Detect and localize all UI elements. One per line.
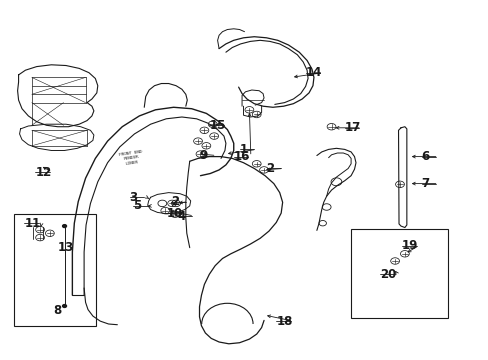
Text: 7: 7: [421, 177, 429, 190]
Text: 17: 17: [344, 121, 360, 134]
Text: 9: 9: [199, 149, 207, 162]
Text: 18: 18: [276, 315, 292, 328]
Text: 1: 1: [239, 143, 247, 156]
Circle shape: [62, 305, 66, 307]
Text: 15: 15: [209, 119, 225, 132]
Text: 10: 10: [166, 207, 182, 220]
Text: 6: 6: [421, 150, 429, 163]
Text: 2: 2: [266, 162, 274, 175]
Text: 16: 16: [233, 150, 249, 163]
Text: 20: 20: [380, 268, 396, 281]
Text: 19: 19: [401, 239, 417, 252]
Text: 8: 8: [53, 304, 61, 317]
Circle shape: [62, 225, 66, 228]
Text: 5: 5: [133, 199, 141, 212]
Text: FRONT END
FENDER
LINER: FRONT END FENDER LINER: [118, 150, 143, 167]
Text: 12: 12: [35, 166, 51, 179]
Text: 13: 13: [58, 241, 74, 254]
Text: 4: 4: [177, 210, 185, 222]
Bar: [14, 214, 96, 326]
Text: 14: 14: [305, 66, 321, 79]
Text: 3: 3: [129, 191, 138, 204]
Text: 2: 2: [171, 195, 179, 208]
Text: 11: 11: [24, 217, 41, 230]
Bar: [350, 229, 447, 318]
